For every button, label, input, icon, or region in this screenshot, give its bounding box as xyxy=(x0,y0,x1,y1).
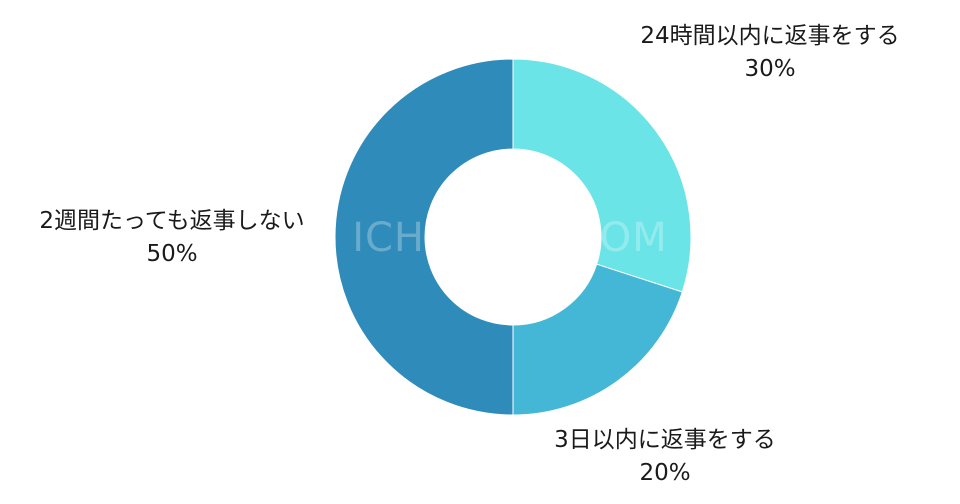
slice-label-24h: 24時間以内に返事をする 30% xyxy=(612,20,928,86)
slice-label-2weeks: 2週間たっても返事しない 50% xyxy=(0,205,344,271)
slice-24h xyxy=(512,58,692,293)
slice-label-24h-name: 24時間以内に返事をする xyxy=(640,23,900,49)
donut-slices xyxy=(334,58,692,416)
slice-3days xyxy=(512,263,683,416)
slice-label-2weeks-name: 2週間たっても返事しない xyxy=(39,208,305,234)
slice-label-3days: 3日以内に返事をする 20% xyxy=(515,424,815,490)
slice-2weeks xyxy=(334,58,514,416)
slice-label-24h-value: 30% xyxy=(744,56,796,82)
slice-label-2weeks-value: 50% xyxy=(146,241,198,267)
slice-label-3days-value: 20% xyxy=(639,460,691,486)
slice-label-3days-name: 3日以内に返事をする xyxy=(554,427,776,453)
